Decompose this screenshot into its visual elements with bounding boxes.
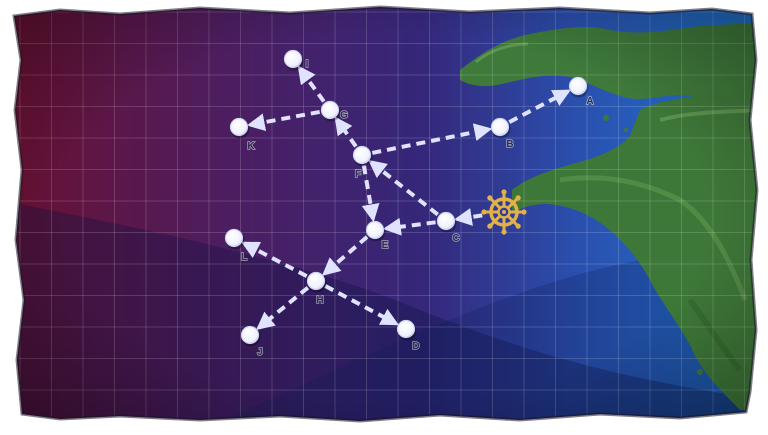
node-dot[interactable] (365, 220, 385, 240)
node-i[interactable]: I (283, 49, 309, 71)
node-k[interactable]: K (229, 117, 256, 153)
start-point[interactable] (481, 189, 527, 235)
node-b[interactable]: B (490, 117, 514, 151)
map-nodes: A B C D E F G H I J K L (224, 49, 594, 359)
route-h-d (324, 284, 400, 326)
node-dot[interactable] (320, 100, 340, 120)
node-label: I (306, 59, 309, 70)
node-dot[interactable] (396, 319, 416, 339)
node-label: B (506, 139, 513, 150)
node-l[interactable]: L (224, 228, 248, 264)
node-dot[interactable] (436, 211, 456, 231)
node-a[interactable]: A (568, 76, 594, 108)
node-label: A (586, 96, 593, 107)
route-start-c (453, 208, 483, 226)
node-g[interactable]: G (320, 100, 349, 122)
node-dot[interactable] (283, 49, 303, 69)
node-d[interactable]: D (396, 319, 420, 353)
node-c[interactable]: C (436, 211, 460, 245)
node-label: C (452, 233, 459, 244)
route-f-e (361, 165, 380, 223)
node-label: E (382, 240, 389, 251)
node-label: D (412, 341, 419, 352)
node-label: F (355, 169, 361, 180)
route-c-e (382, 217, 436, 236)
route-lines (240, 65, 572, 330)
ship-wheel-icon[interactable] (481, 189, 527, 235)
route-f-g (334, 116, 358, 148)
node-dot[interactable] (306, 271, 326, 291)
node-dot[interactable] (568, 76, 588, 96)
node-label: G (340, 110, 348, 121)
node-label: L (241, 252, 247, 263)
node-label: K (247, 141, 255, 152)
map-border (12, 5, 759, 423)
node-j[interactable]: J (240, 325, 264, 359)
node-dot[interactable] (229, 117, 249, 137)
node-label: J (257, 347, 263, 358)
node-dot[interactable] (352, 145, 372, 165)
node-f[interactable]: F (352, 145, 373, 181)
route-e-h (321, 235, 369, 276)
route-f-b (371, 123, 493, 155)
node-e[interactable]: E (365, 220, 389, 252)
node-h[interactable]: H (306, 271, 327, 307)
node-dot[interactable] (490, 117, 510, 137)
route-b-a (508, 89, 572, 124)
route-g-i (297, 65, 326, 103)
route-h-l (240, 241, 308, 278)
route-g-k (246, 109, 321, 132)
node-label: H (316, 295, 323, 306)
node-dot[interactable] (224, 228, 244, 248)
route-h-j (256, 286, 310, 330)
node-dot[interactable] (240, 325, 260, 345)
